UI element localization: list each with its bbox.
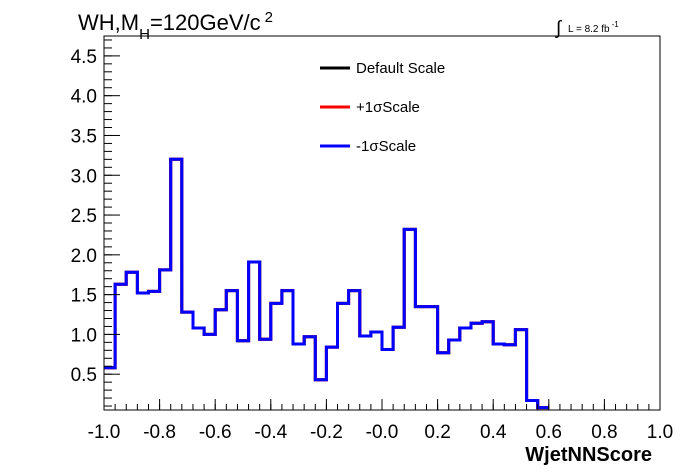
y-tick-label: 1.5: [71, 286, 97, 307]
lumi-text: L = 8.2 fb: [568, 24, 610, 35]
y-tick-label: 4.0: [71, 87, 97, 108]
x-tick-label: 0.4: [480, 422, 507, 443]
x-tick-label: 1.0: [647, 422, 673, 443]
x-tick-label: -0.6: [199, 422, 232, 443]
chart-title-superscript: 2: [265, 9, 273, 26]
x-tick-label: -0.8: [143, 422, 176, 443]
y-tick-label: 3.5: [71, 126, 97, 147]
x-axis-title: WjetNNScore: [525, 444, 652, 466]
legend-label-0: Default Scale: [356, 60, 445, 77]
y-tick-label: 0.5: [71, 365, 97, 386]
y-tick-label: 3.0: [71, 166, 97, 187]
x-tick-label: 0.6: [536, 422, 562, 443]
y-tick-label: 1.0: [71, 325, 97, 346]
lumi-integral: ∫: [555, 18, 563, 39]
lumi-label: L = 8.2 fb -1: [568, 20, 619, 35]
x-tick-label: -0.2: [310, 422, 343, 443]
x-tick-label: -0.4: [254, 422, 287, 443]
y-tick-label: 4.5: [71, 47, 97, 68]
legend-label-1: +1σScale: [356, 99, 420, 116]
x-tick-label: 0.2: [424, 422, 450, 443]
legend-label-2: -1σScale: [356, 138, 416, 155]
x-tick-label: -1.0: [88, 422, 121, 443]
series-layer: [104, 157, 549, 410]
lumi-superscript: -1: [612, 20, 620, 29]
chart-title-rest: =120GeV/c: [150, 10, 261, 35]
chart-title-subscript: H: [139, 26, 150, 43]
y-tick-label: 2.5: [71, 206, 97, 227]
chart-title-main: WH,M: [78, 10, 139, 35]
ticks-layer: -1.0 -0.8 -0.6 -0.4 -0.2 -0.0 0.2 0.4 0.6 0.8 1.0 0…: [71, 39, 673, 443]
legend: Default Scale +1σScale -1σScale: [320, 60, 445, 155]
chart-title: WH,MH=120GeV/c 2: [78, 9, 273, 43]
series-line-2: [104, 157, 549, 410]
x-tick-label: 0.8: [591, 422, 617, 443]
x-tick-label: -0.0: [366, 422, 399, 443]
y-tick-label: 2.0: [71, 246, 97, 267]
